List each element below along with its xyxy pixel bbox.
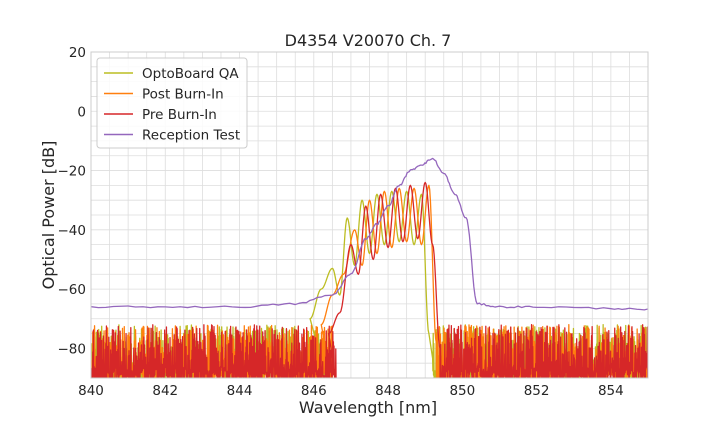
legend-items: OptoBoard QA Post Burn-In Pre Burn-In Recep… <box>104 66 240 144</box>
legend-label: Post Burn-In <box>142 87 224 103</box>
legend-label: Pre Burn-In <box>142 107 217 123</box>
tick-labels: 840 842 844 846 848 850 852 854 −80 −60 −40 −20 0 20 <box>58 45 624 399</box>
plot-area <box>91 157 648 378</box>
x-tick-label: 848 <box>375 383 401 399</box>
x-tick-label: 846 <box>301 383 327 399</box>
y-tick-label: −60 <box>58 282 87 298</box>
y-axis-label: Optical Power [dB] <box>39 141 58 290</box>
x-tick-label: 852 <box>524 383 550 399</box>
series-line-3 <box>91 157 648 311</box>
plot-frame <box>90 51 649 379</box>
y-tick-label: 0 <box>77 104 86 120</box>
x-tick-label: 844 <box>227 383 253 399</box>
y-tick-label: −40 <box>58 223 87 239</box>
series-line-2 <box>91 181 648 378</box>
x-tick-label: 850 <box>449 383 475 399</box>
y-tick-label: 20 <box>69 45 86 61</box>
x-axis-label: Wavelength [nm] <box>299 398 437 417</box>
y-tick-label: −80 <box>58 341 87 357</box>
x-tick-label: 854 <box>598 383 624 399</box>
chart-title: D4354 V20070 Ch. 7 <box>285 31 452 50</box>
legend: OptoBoard QA Post Burn-In Pre Burn-In Recep… <box>96 57 248 149</box>
y-tick-label: −20 <box>58 164 87 180</box>
legend-box <box>96 57 248 149</box>
x-tick-label: 840 <box>78 383 104 399</box>
legend-label: Reception Test <box>142 128 240 144</box>
legend-label: OptoBoard QA <box>142 66 239 82</box>
x-tick-label: 842 <box>152 383 178 399</box>
